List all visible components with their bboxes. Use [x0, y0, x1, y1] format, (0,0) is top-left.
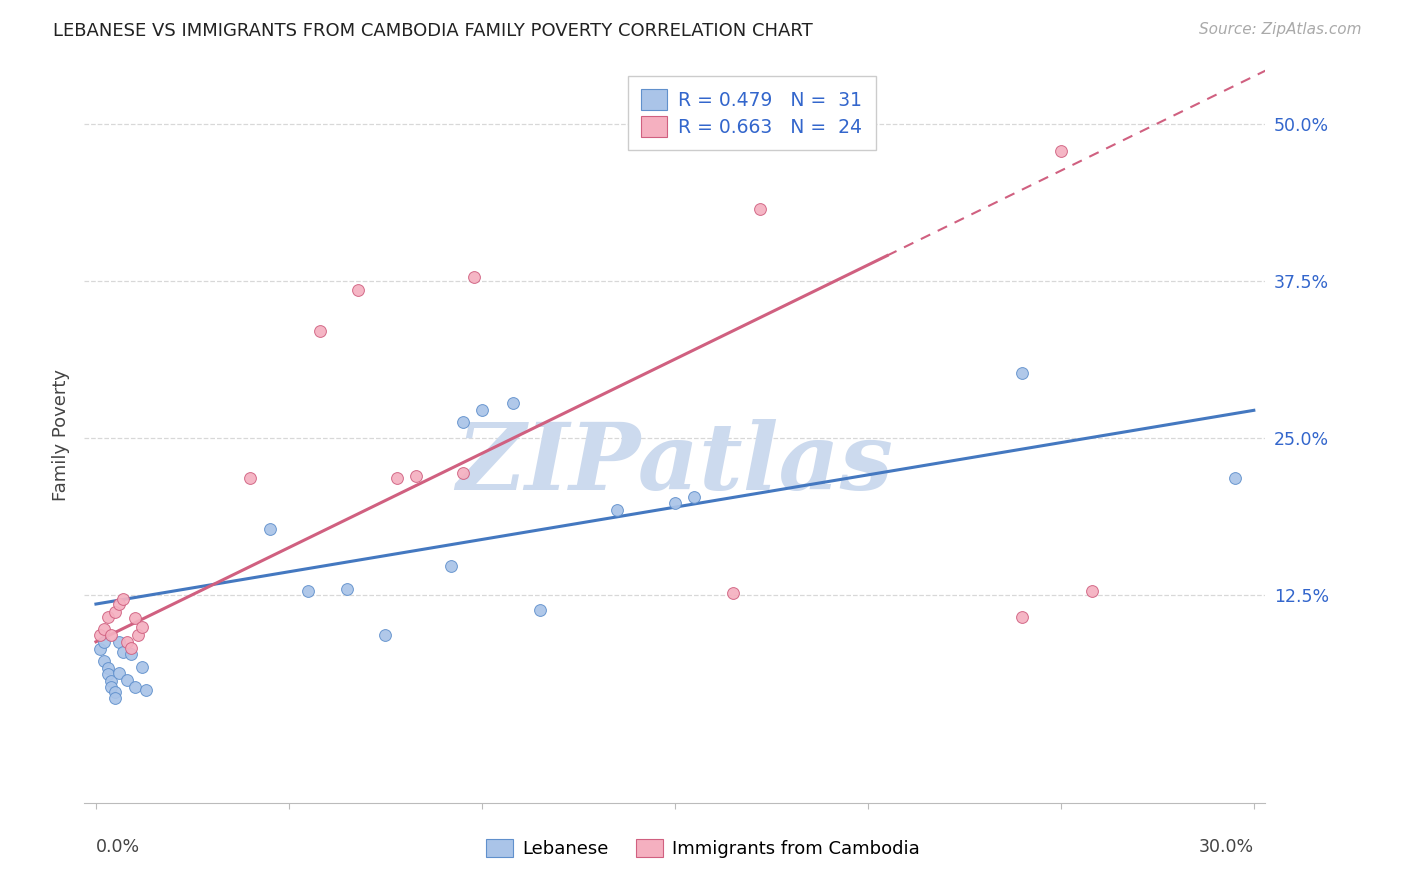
Text: Source: ZipAtlas.com: Source: ZipAtlas.com	[1198, 22, 1361, 37]
Point	[1223, 471, 1246, 485]
Point	[374, 628, 396, 642]
Point	[451, 467, 474, 481]
Text: LEBANESE VS IMMIGRANTS FROM CAMBODIA FAMILY POVERTY CORRELATION CHART: LEBANESE VS IMMIGRANTS FROM CAMBODIA FAM…	[53, 22, 813, 40]
Point	[308, 324, 330, 338]
Point	[529, 603, 551, 617]
Point	[120, 641, 142, 656]
Point	[115, 673, 138, 687]
Point	[1080, 584, 1102, 599]
Point	[297, 584, 319, 599]
Point	[239, 471, 262, 485]
Legend: Lebanese, Immigrants from Cambodia: Lebanese, Immigrants from Cambodia	[479, 831, 927, 865]
Point	[135, 682, 157, 697]
Point	[471, 403, 494, 417]
Point	[115, 634, 138, 648]
Legend: R = 0.479   N =  31, R = 0.663   N =  24: R = 0.479 N = 31, R = 0.663 N = 24	[627, 77, 876, 150]
Point	[108, 597, 131, 611]
Point	[748, 202, 770, 216]
Point	[89, 628, 111, 642]
Y-axis label: Family Poverty: Family Poverty	[52, 369, 70, 500]
Point	[111, 645, 134, 659]
Point	[120, 648, 142, 662]
Point	[1011, 609, 1033, 624]
Point	[124, 680, 146, 694]
Point	[124, 611, 146, 625]
Point	[721, 585, 744, 599]
Point	[347, 283, 370, 297]
Point	[131, 660, 153, 674]
Point	[405, 468, 427, 483]
Text: ZIPatlas: ZIPatlas	[457, 419, 893, 509]
Text: 30.0%: 30.0%	[1199, 838, 1254, 856]
Point	[93, 622, 115, 636]
Point	[104, 691, 127, 706]
Point	[108, 666, 131, 681]
Point	[127, 628, 149, 642]
Point	[108, 634, 131, 648]
Point	[336, 582, 359, 596]
Point	[104, 685, 127, 699]
Point	[131, 620, 153, 634]
Point	[683, 490, 706, 504]
Point	[96, 667, 118, 681]
Point	[100, 628, 122, 642]
Point	[89, 642, 111, 657]
Point	[96, 661, 118, 675]
Point	[100, 673, 122, 688]
Point	[1050, 144, 1073, 158]
Point	[385, 471, 408, 485]
Point	[1011, 366, 1033, 380]
Point	[104, 605, 127, 619]
Point	[93, 654, 115, 668]
Point	[606, 502, 628, 516]
Point	[664, 496, 686, 510]
Point	[463, 270, 485, 285]
Text: 0.0%: 0.0%	[96, 838, 141, 856]
Point	[502, 396, 524, 410]
Point	[440, 559, 463, 574]
Point	[100, 680, 122, 694]
Point	[451, 415, 474, 429]
Point	[111, 592, 134, 607]
Point	[93, 634, 115, 648]
Point	[96, 609, 118, 624]
Point	[259, 522, 281, 536]
